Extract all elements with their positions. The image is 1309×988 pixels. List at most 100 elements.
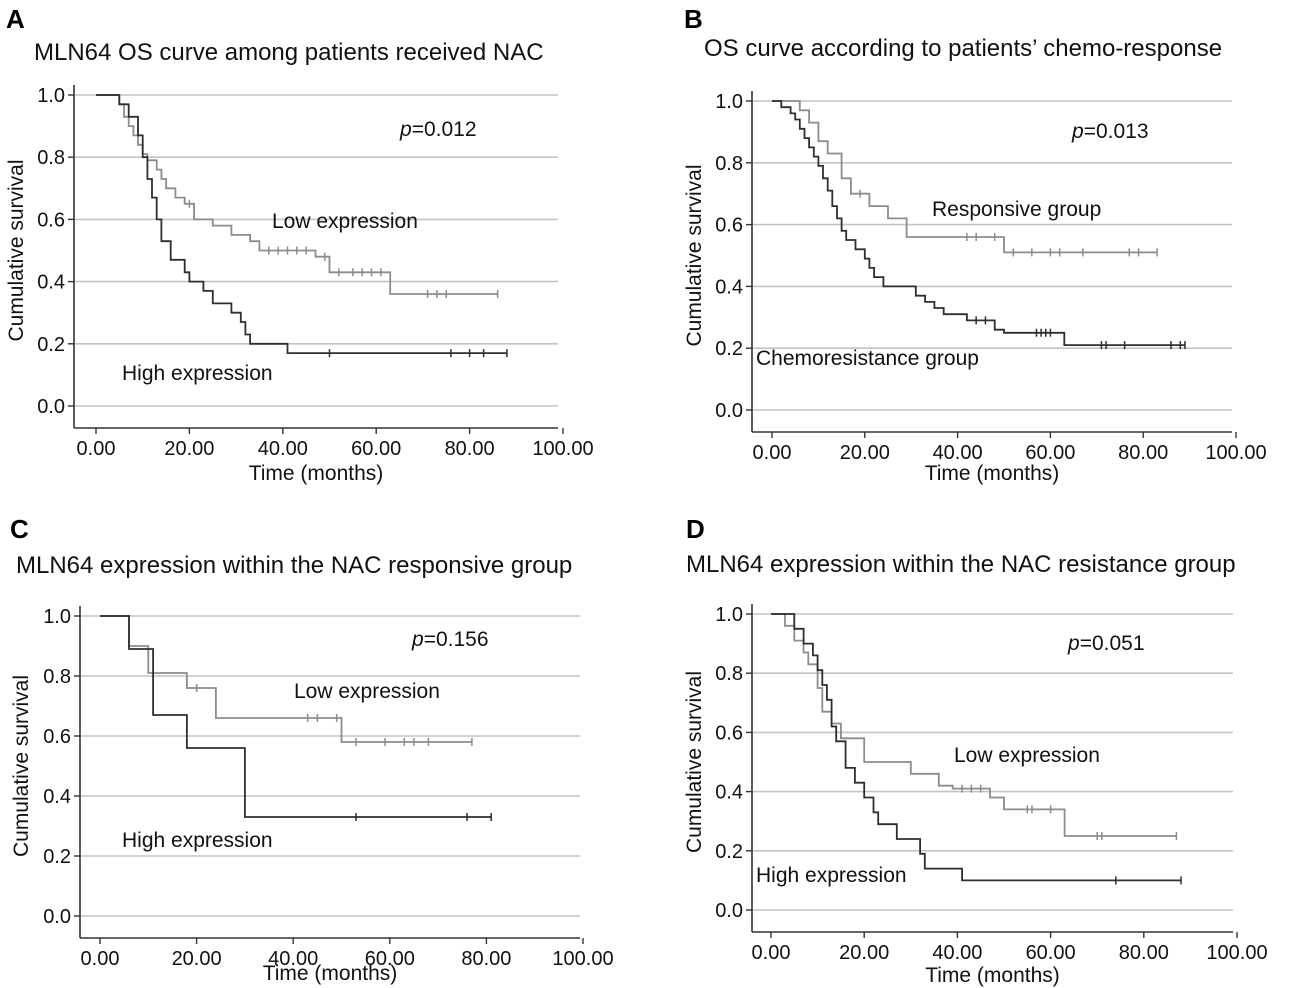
x-tick-label: 100.00 <box>1205 442 1266 464</box>
p-value: p=0.012 <box>399 118 477 141</box>
x-tick-label: 80.00 <box>1118 442 1168 464</box>
y-axis-label: Cumulative survival <box>5 159 28 341</box>
p-value: p=0.013 <box>1071 120 1149 143</box>
y-tick-label: 0.4 <box>715 276 743 298</box>
x-tick-label: 60.00 <box>1026 942 1076 964</box>
x-tick-label: 60.00 <box>1025 442 1075 464</box>
series-label: High expression <box>122 829 273 852</box>
x-tick-label: 40.00 <box>932 942 982 964</box>
x-axis-label: Time (months) <box>925 964 1060 987</box>
x-tick-label: 20.00 <box>172 948 222 970</box>
y-tick-label: 0.2 <box>715 338 743 360</box>
x-tick-label: 80.00 <box>1119 942 1169 964</box>
chart-title: OS curve according to patients’ chemo-re… <box>704 35 1222 62</box>
y-tick-label: 0.2 <box>37 334 65 356</box>
series-label: Chemoresistance group <box>756 347 979 370</box>
survival-curve <box>771 613 1182 882</box>
x-tick-label: 20.00 <box>164 438 214 460</box>
p-value-number: =0.012 <box>412 118 477 141</box>
y-tick-label: 0.0 <box>715 900 743 922</box>
p-value-symbol: p <box>399 118 412 141</box>
y-tick-label: 0.6 <box>43 726 71 748</box>
series-label: High expression <box>122 362 273 385</box>
p-value-symbol: p <box>411 628 424 651</box>
y-tick-label: 1.0 <box>715 604 743 626</box>
y-tick-label: 1.0 <box>715 91 743 113</box>
series-upper: Responsive group <box>772 100 1158 257</box>
series-label: Low expression <box>954 744 1100 767</box>
series-label: High expression <box>756 864 907 887</box>
panel-letter: B <box>684 4 703 34</box>
y-tick-label: 0.4 <box>43 786 71 808</box>
y-axis-label: Cumulative survival <box>683 671 706 853</box>
x-tick-label: 20.00 <box>839 942 889 964</box>
survival-curve <box>772 100 1185 346</box>
p-value-number: =0.156 <box>424 628 489 651</box>
series-lower: High expression <box>100 615 492 852</box>
series-label: Responsive group <box>932 198 1101 221</box>
x-tick-label: 100.00 <box>532 438 593 460</box>
series-label: Low expression <box>294 680 440 703</box>
chart-title: MLN64 OS curve among patients received N… <box>34 39 544 66</box>
p-value: p=0.156 <box>411 628 489 651</box>
y-tick-label: 0.4 <box>37 272 65 294</box>
survival-curve <box>96 94 507 354</box>
p-value-symbol: p <box>1071 120 1084 143</box>
x-tick-label: 40.00 <box>268 948 318 970</box>
x-tick-label: 100.00 <box>1206 942 1267 964</box>
survival-curve <box>772 100 1158 254</box>
panel-d: D MLN64 expression within the NAC resista… <box>683 514 1268 987</box>
x-axis-label: Time (months) <box>249 462 384 485</box>
y-tick-label: 0.8 <box>715 663 743 685</box>
y-tick-label: 0.8 <box>37 147 65 169</box>
y-tick-label: 0.8 <box>715 153 743 175</box>
x-tick-label: 0.00 <box>752 942 791 964</box>
y-tick-label: 0.6 <box>715 722 743 744</box>
y-tick-label: 0.8 <box>43 666 71 688</box>
x-tick-label: 0.00 <box>81 948 120 970</box>
y-tick-label: 0.6 <box>715 215 743 237</box>
x-tick-label: 100.00 <box>552 948 613 970</box>
x-tick-label: 60.00 <box>351 438 401 460</box>
x-axis-label: Time (months) <box>263 962 398 985</box>
y-tick-label: 0.0 <box>37 396 65 418</box>
series-label: Low expression <box>272 210 418 233</box>
x-axis-label: Time (months) <box>925 462 1060 485</box>
y-tick-label: 0.4 <box>715 782 743 804</box>
y-axis-label: Cumulative survival <box>10 675 33 857</box>
y-tick-label: 0.2 <box>43 846 71 868</box>
panel-letter: A <box>6 4 25 34</box>
y-tick-label: 1.0 <box>43 606 71 628</box>
x-tick-label: 80.00 <box>461 948 511 970</box>
panel-letter: D <box>686 514 705 544</box>
survival-curve <box>100 615 492 818</box>
y-axis-label: Cumulative survival <box>683 164 706 346</box>
chart-title: MLN64 expression within the NAC resistan… <box>686 551 1236 578</box>
panel-letter: C <box>10 514 29 544</box>
y-tick-label: 0.0 <box>43 906 71 928</box>
p-value-number: =0.051 <box>1080 632 1145 655</box>
p-value-number: =0.013 <box>1084 120 1149 143</box>
x-tick-label: 40.00 <box>933 442 983 464</box>
y-tick-label: 0.6 <box>37 209 65 231</box>
x-tick-label: 60.00 <box>365 948 415 970</box>
p-value-symbol: p <box>1067 632 1080 655</box>
y-tick-label: 0.0 <box>715 400 743 422</box>
p-value: p=0.051 <box>1067 632 1145 655</box>
series-upper: Low expression <box>96 94 499 299</box>
x-tick-label: 0.00 <box>753 442 792 464</box>
chart-title: MLN64 expression within the NAC responsi… <box>16 552 572 579</box>
series-lower: High expression <box>756 613 1182 887</box>
series-lower: High expression <box>96 94 508 385</box>
x-tick-label: 80.00 <box>445 438 495 460</box>
series-lower: Chemoresistance group <box>756 100 1186 370</box>
panel-c: C MLN64 expression within the NAC respons… <box>10 514 614 985</box>
x-tick-label: 40.00 <box>258 438 308 460</box>
x-tick-label: 20.00 <box>840 442 890 464</box>
y-tick-label: 0.2 <box>715 841 743 863</box>
y-tick-label: 1.0 <box>37 85 65 107</box>
x-tick-label: 0.00 <box>77 438 116 460</box>
panel-a: A MLN64 OS curve among patients received … <box>5 4 594 485</box>
panel-b: BOS curve according to patients’ chemo-r… <box>683 4 1267 485</box>
